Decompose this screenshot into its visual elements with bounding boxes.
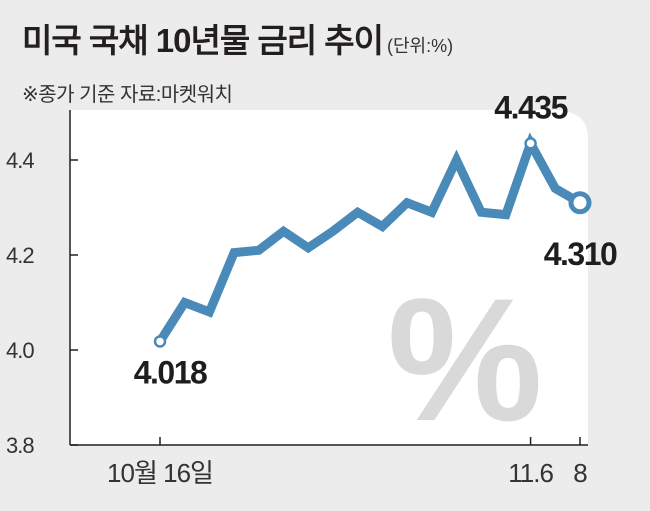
data-label: 4.018 — [134, 354, 207, 390]
y-ticks: 4.4 4.2 4.0 3.8 — [6, 148, 78, 458]
point-marker — [568, 191, 592, 215]
data-labels: 4.018 4.435 4.310 — [134, 89, 619, 390]
x-tick-label: 11.6 — [508, 458, 553, 488]
data-label: 4.310 — [544, 236, 617, 272]
chart-title: 미국 국채 10년물 금리 추이 — [22, 22, 384, 59]
point-marker — [524, 137, 537, 150]
x-ticks: 10월 16일 11.6 8 — [107, 437, 588, 488]
plot-area — [70, 110, 588, 445]
data-label: 4.435 — [494, 89, 567, 125]
series-line — [155, 132, 585, 346]
y-tick-label: 4.2 — [6, 243, 34, 268]
x-tick-label: 8 — [573, 458, 587, 488]
y-tick-label: 3.8 — [6, 433, 34, 458]
point-marker — [153, 335, 167, 348]
point-markers — [153, 137, 592, 348]
unit-label: (단위:%) — [386, 36, 454, 56]
x-tick-label: 10월 16일 — [107, 458, 213, 488]
source-note: ※종가 기준 자료:마켓워치 — [22, 84, 233, 106]
y-tick-label: 4.4 — [6, 148, 34, 173]
percent-watermark: % — [387, 263, 543, 458]
title-row: 미국 국채 10년물 금리 추이 (단위:%) — [22, 14, 453, 62]
y-tick-label: 4.0 — [6, 338, 34, 363]
